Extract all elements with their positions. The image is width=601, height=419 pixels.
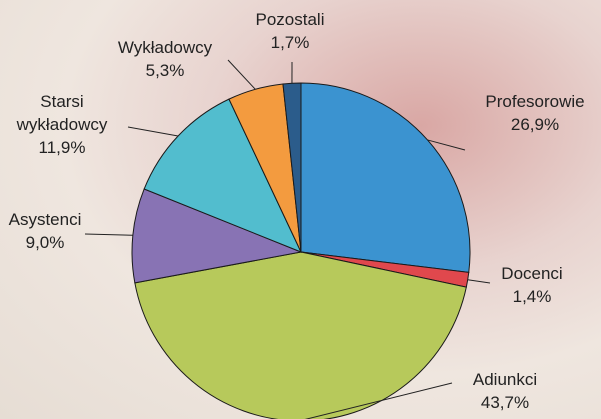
slice-label: Docenci [501,264,563,283]
leader-line [227,59,256,90]
pie-slice [143,98,302,253]
value-label: 11,9% [38,138,86,157]
slice-label: Starsi wykładowcy [16,92,108,134]
leader-line [304,382,453,419]
pie-slice [131,188,303,284]
pie-slice [300,82,471,273]
value-label: 1,7% [270,33,310,52]
value-label: 26,9% [510,115,560,134]
value-label: 43,7% [480,393,530,412]
pie-slice [282,82,302,253]
slice-label: Asystenci [8,210,82,229]
leader-line [467,279,491,284]
value-label: 1,4% [512,287,552,306]
value-label: 9,0% [25,233,65,252]
value-label: 5,3% [145,61,185,80]
slice-label: Wykładowcy [117,38,213,57]
leader-line [427,139,466,151]
leader-line [84,233,133,236]
slice-label: Profesorowie [485,92,585,111]
leader-line [127,126,179,137]
pie-slice [134,251,467,419]
slice-label: Adiunkci [472,370,538,389]
slice-label: Pozostali [255,10,325,29]
